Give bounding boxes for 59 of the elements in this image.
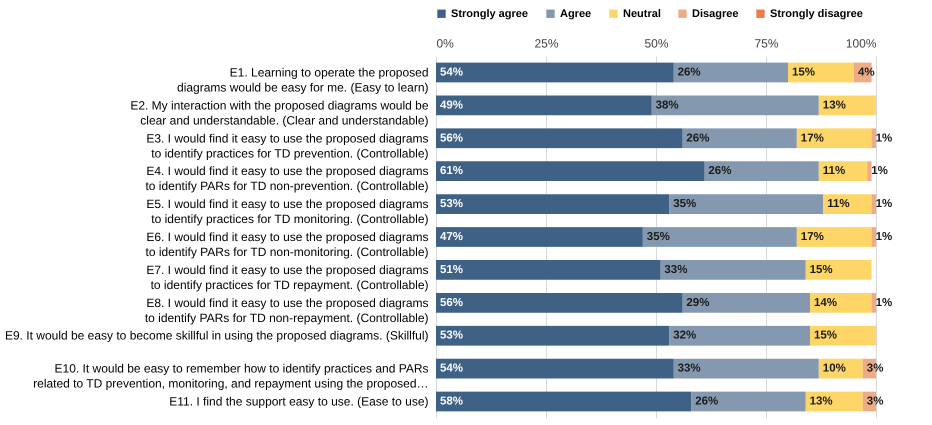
data-label: 51% [440,264,464,276]
data-label: 13% [810,396,833,408]
x-tick-label: 0% [436,36,454,50]
data-label: 56% [440,296,464,309]
y-tick-label: E11. I find the support easy to use. (Ease to use) [169,394,428,409]
data-label: 10% [822,362,846,375]
data-label: 38% [656,99,679,112]
data-label: 54% [440,66,464,78]
y-tick-label: E4. I would find it easy to use the proposed diagrams to identify PARs for TD non-prevention. (Controllable) [145,164,428,194]
y-tick-label: E3. I would find it easy to use the proposed diagrams to identify practices for TD prevention. (Controllable) [146,131,428,160]
data-label: 1% [871,165,888,178]
y-tick-label: E9. It would be easy to become skillful in using the proposed diagrams. (Skillful) [4,328,428,343]
legend-label: Disagree [692,8,738,20]
data-label: 11% [827,198,850,210]
y-tick-label: E7. I would find it easy to use the proposed diagrams to identify practices for TD repayment. (Controllable) [146,262,428,292]
data-label: 54% [440,362,464,375]
data-label: 33% [678,362,701,375]
x-tick-label: 100% [846,36,877,50]
data-label: 35% [646,231,670,243]
legend-label: Neutral [623,8,661,20]
y-tick-label: E2. My interaction with the proposed diagrams would be clear and understandable. (Clear and understandable) [130,98,429,128]
data-label: 1% [876,198,892,210]
data-label: 1% [876,132,892,144]
x-tick-label: 50% [644,36,669,50]
data-label: 32% [673,330,696,342]
data-label: 17% [800,231,824,243]
data-label: 13% [822,99,846,112]
y-tick-label: E8. I would find it easy to use the proposed diagrams to identify PARs for TD non-repayment. (Controllable) [144,296,428,325]
data-label: 11% [822,165,846,178]
data-label: 53% [440,330,464,342]
data-label: 17% [800,132,824,144]
data-label: 29% [686,296,710,309]
data-label: 14% [814,296,838,309]
data-label: 49% [440,99,464,112]
x-tick-label: 75% [754,36,779,50]
y-tick-label: E1. Learning to operate the proposed diagrams would be easy for me. (Easy to learn) [177,65,428,94]
data-label: 26% [678,66,701,78]
data-label: 33% [664,264,688,276]
data-label: 15% [814,330,838,342]
legend-label: Agree [560,8,592,20]
data-label: 1% [876,231,892,243]
legend-label: Strongly disagree [770,8,863,20]
y-tick-label: E6. I would find it easy to use the proposed diagrams to identify PARs for TD non-monitoring. (Controllable) [145,230,428,259]
data-label: 58% [440,396,464,408]
y-tick-label: E10. It would be easy to remember how to identify practices and PARs related to TD prevention, monitoring, and repayment using the proposed… [33,362,428,391]
data-label: 15% [810,264,833,276]
data-label: 47% [440,231,464,243]
data-label: 61% [440,165,464,178]
data-label: 35% [673,198,696,210]
data-label: 15% [792,66,816,78]
data-label: 26% [686,132,710,144]
data-label: 1% [876,296,892,309]
x-tick-label: 25% [534,36,559,50]
data-label: 56% [440,132,464,144]
legend-label: Strongly agree [451,8,528,20]
data-label: 26% [695,396,718,408]
y-tick-label: E5. I would find it easy to use the proposed diagrams to identify practices for TD monitoring. (Controllable) [146,197,428,226]
data-label: 26% [708,165,732,178]
data-label: 53% [440,198,464,210]
